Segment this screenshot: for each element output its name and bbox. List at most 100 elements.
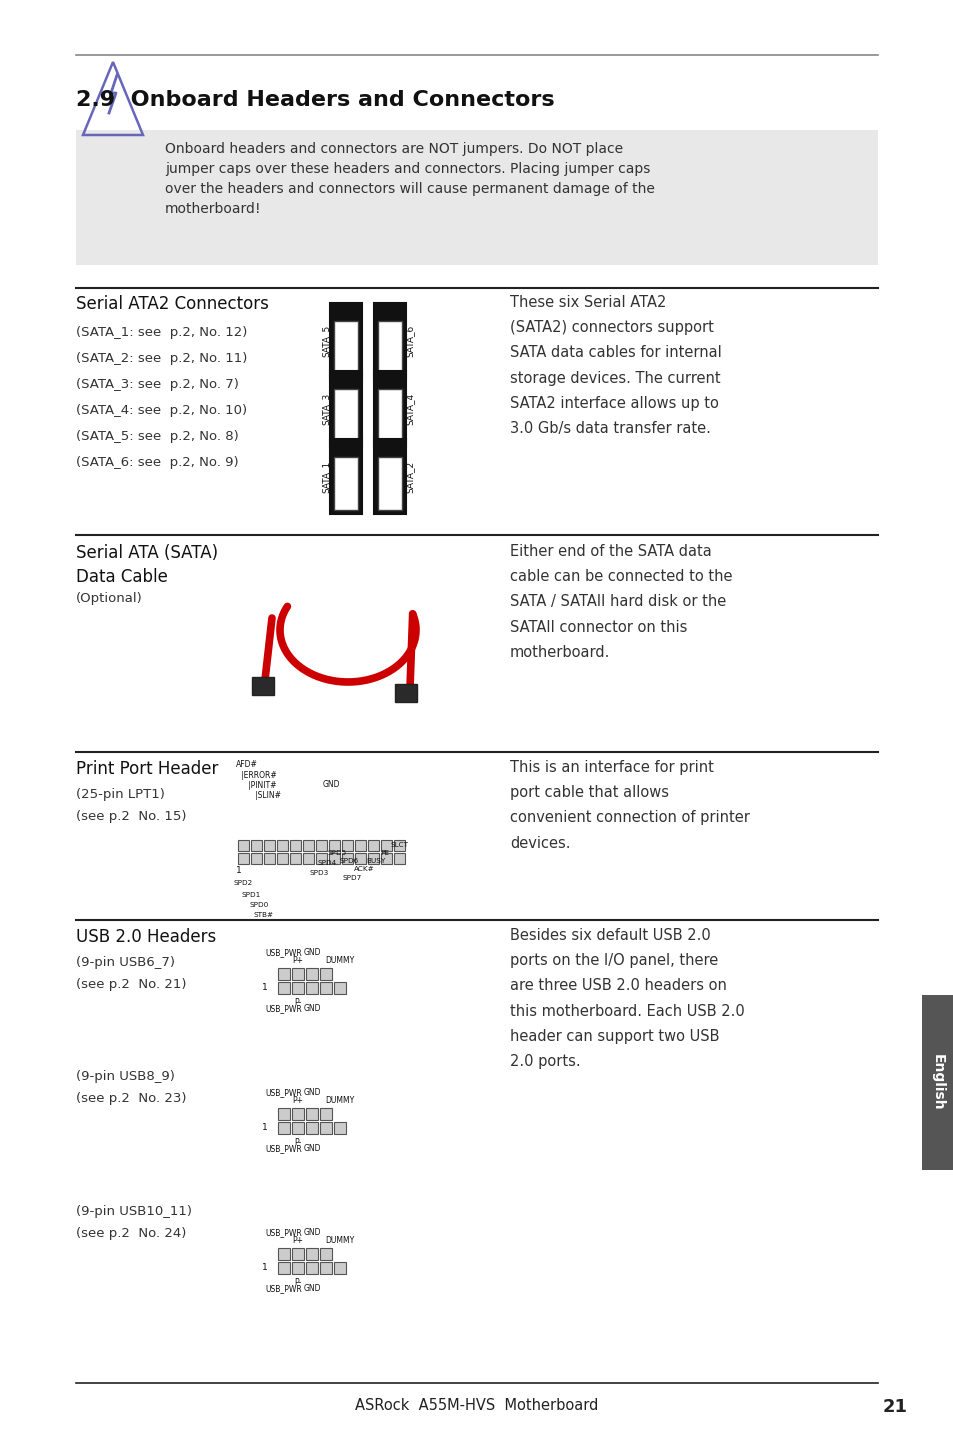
Text: SATA_5: SATA_5 bbox=[321, 325, 330, 357]
Text: SPD5: SPD5 bbox=[328, 851, 347, 856]
Bar bbox=[306, 1249, 317, 1260]
Text: STB#: STB# bbox=[253, 912, 274, 918]
Bar bbox=[319, 1123, 332, 1134]
Text: (SATA_5: see  p.2, No. 8): (SATA_5: see p.2, No. 8) bbox=[76, 430, 238, 442]
Text: ASRock  A55M-HVS  Motherboard: ASRock A55M-HVS Motherboard bbox=[355, 1398, 598, 1413]
Text: SATA_2: SATA_2 bbox=[405, 461, 414, 493]
Text: |PINIT#: |PINIT# bbox=[248, 780, 276, 790]
Text: 1: 1 bbox=[262, 982, 268, 991]
Text: 1: 1 bbox=[262, 1123, 268, 1131]
Text: SPD0: SPD0 bbox=[250, 902, 269, 908]
Text: SPD7: SPD7 bbox=[343, 875, 362, 881]
Text: P+: P+ bbox=[293, 1095, 303, 1106]
Bar bbox=[380, 853, 392, 863]
Text: English: English bbox=[930, 1054, 944, 1110]
Text: SPD2: SPD2 bbox=[233, 881, 253, 886]
Text: SATA_3: SATA_3 bbox=[321, 392, 330, 425]
Bar bbox=[292, 968, 304, 979]
Text: Serial ATA (SATA): Serial ATA (SATA) bbox=[76, 544, 218, 561]
Bar bbox=[306, 1108, 317, 1120]
Text: P-: P- bbox=[294, 998, 301, 1007]
Bar bbox=[306, 1123, 317, 1134]
Bar bbox=[921, 995, 953, 1170]
Text: USB_PWR: USB_PWR bbox=[265, 1229, 302, 1237]
Text: SPD3: SPD3 bbox=[310, 871, 329, 876]
Text: DUMMY: DUMMY bbox=[325, 1095, 355, 1106]
Text: These six Serial ATA2
(SATA2) connectors support
SATA data cables for internal
s: These six Serial ATA2 (SATA2) connectors… bbox=[510, 295, 721, 435]
Bar bbox=[306, 1262, 317, 1274]
Text: Serial ATA2 Connectors: Serial ATA2 Connectors bbox=[76, 295, 269, 314]
Text: SPD4: SPD4 bbox=[317, 861, 337, 866]
Bar bbox=[329, 841, 339, 851]
Text: USB_PWR: USB_PWR bbox=[265, 1144, 302, 1153]
Text: SPD6: SPD6 bbox=[339, 858, 359, 863]
Bar bbox=[330, 440, 361, 514]
Bar bbox=[341, 841, 353, 851]
Bar bbox=[368, 841, 378, 851]
Bar bbox=[252, 677, 274, 695]
Text: SATA_6: SATA_6 bbox=[405, 325, 414, 357]
Bar bbox=[306, 968, 317, 979]
Text: BUSY: BUSY bbox=[366, 858, 385, 863]
Text: AFD#: AFD# bbox=[235, 760, 257, 769]
Bar bbox=[330, 371, 361, 445]
Bar bbox=[292, 1262, 304, 1274]
Text: DUMMY: DUMMY bbox=[325, 957, 355, 965]
Bar bbox=[277, 1123, 290, 1134]
Text: Print Port Header: Print Port Header bbox=[76, 760, 218, 778]
Text: (SATA_1: see  p.2, No. 12): (SATA_1: see p.2, No. 12) bbox=[76, 326, 247, 339]
Text: GND: GND bbox=[323, 780, 340, 789]
Text: GND: GND bbox=[303, 1004, 320, 1012]
Text: 1: 1 bbox=[262, 1263, 268, 1272]
Bar bbox=[303, 853, 314, 863]
Text: USB_PWR: USB_PWR bbox=[265, 1285, 302, 1293]
Bar bbox=[341, 853, 353, 863]
Bar bbox=[319, 1108, 332, 1120]
Bar bbox=[276, 841, 288, 851]
Text: USB_PWR: USB_PWR bbox=[265, 1004, 302, 1012]
Bar bbox=[277, 1249, 290, 1260]
Text: (9-pin USB8_9): (9-pin USB8_9) bbox=[76, 1070, 174, 1083]
Bar bbox=[377, 390, 401, 442]
Bar bbox=[395, 684, 416, 702]
Text: (SATA_4: see  p.2, No. 10): (SATA_4: see p.2, No. 10) bbox=[76, 404, 247, 417]
Text: (25-pin LPT1): (25-pin LPT1) bbox=[76, 788, 165, 800]
Bar bbox=[368, 853, 378, 863]
Bar bbox=[290, 841, 301, 851]
Text: (SATA_3: see  p.2, No. 7): (SATA_3: see p.2, No. 7) bbox=[76, 378, 238, 391]
Bar bbox=[394, 841, 405, 851]
Bar bbox=[377, 321, 401, 374]
Bar bbox=[319, 968, 332, 979]
Text: 2.9  Onboard Headers and Connectors: 2.9 Onboard Headers and Connectors bbox=[76, 90, 554, 110]
Bar bbox=[306, 982, 317, 994]
Bar bbox=[319, 982, 332, 994]
Bar bbox=[264, 853, 274, 863]
Bar bbox=[334, 457, 357, 510]
Text: (see p.2  No. 15): (see p.2 No. 15) bbox=[76, 811, 186, 823]
Bar bbox=[292, 1108, 304, 1120]
Text: |ERROR#: |ERROR# bbox=[241, 770, 276, 780]
Text: DUMMY: DUMMY bbox=[325, 1236, 355, 1244]
Text: (see p.2  No. 24): (see p.2 No. 24) bbox=[76, 1227, 186, 1240]
Bar bbox=[377, 457, 401, 510]
Bar bbox=[355, 853, 366, 863]
Bar bbox=[329, 853, 339, 863]
Text: 1: 1 bbox=[235, 866, 241, 875]
Bar bbox=[315, 841, 327, 851]
Bar bbox=[334, 982, 346, 994]
Text: SATA_1: SATA_1 bbox=[321, 460, 330, 493]
Bar bbox=[276, 853, 288, 863]
Text: P-: P- bbox=[294, 1138, 301, 1147]
Text: SATA_4: SATA_4 bbox=[405, 392, 414, 424]
Text: GND: GND bbox=[303, 1144, 320, 1153]
Text: Either end of the SATA data
cable can be connected to the
SATA / SATAII hard dis: Either end of the SATA data cable can be… bbox=[510, 544, 732, 660]
Bar bbox=[277, 1262, 290, 1274]
Text: P+: P+ bbox=[293, 957, 303, 965]
Bar bbox=[277, 1108, 290, 1120]
Text: |SLIN#: |SLIN# bbox=[254, 790, 281, 800]
Bar bbox=[251, 841, 262, 851]
Text: (see p.2  No. 21): (see p.2 No. 21) bbox=[76, 978, 186, 991]
Text: GND: GND bbox=[303, 948, 320, 957]
Text: 21: 21 bbox=[882, 1398, 906, 1416]
Bar bbox=[355, 841, 366, 851]
